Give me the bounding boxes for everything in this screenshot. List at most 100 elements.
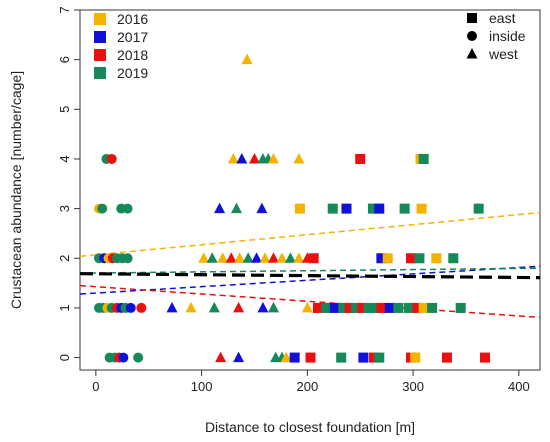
- legend-marker-east: [467, 13, 477, 23]
- legend-label-east: east: [489, 10, 516, 26]
- data-point: [312, 302, 323, 313]
- data-point: [293, 252, 305, 263]
- y-tick-label: 0: [57, 354, 72, 361]
- x-tick-label: 400: [508, 379, 530, 394]
- data-point: [410, 352, 421, 363]
- data-point: [208, 301, 220, 313]
- plot-frame: [79, 9, 541, 371]
- data-point: [418, 302, 429, 313]
- data-point: [233, 351, 245, 363]
- y-tick-label: 3: [57, 205, 72, 212]
- data-point: [259, 252, 271, 263]
- legend-swatch-2017: [94, 31, 106, 43]
- data-point: [393, 302, 404, 313]
- data-point: [166, 301, 178, 313]
- data-point: [376, 253, 387, 264]
- data-point: [284, 252, 296, 263]
- legend-label-2019: 2019: [117, 65, 148, 81]
- y-axis: 0 1 2 3 4 5 6 7: [57, 6, 80, 361]
- data-point: [412, 302, 423, 313]
- legend-label-2018: 2018: [117, 47, 148, 63]
- data-point: [257, 301, 269, 313]
- data-point: [122, 253, 133, 264]
- legend-label-inside: inside: [489, 28, 526, 44]
- data-point: [358, 352, 369, 363]
- legend-label-2016: 2016: [117, 11, 148, 27]
- data-point: [136, 302, 147, 313]
- data-point: [206, 252, 218, 263]
- data-point: [227, 152, 239, 164]
- data-point: [233, 301, 245, 313]
- data-point: [384, 302, 395, 313]
- data-point: [327, 203, 338, 214]
- trend-line-2018: [79, 284, 541, 319]
- data-point: [251, 252, 263, 263]
- y-tick-label: 1: [57, 304, 72, 311]
- legend-years: 2016 2017 2018 2019: [94, 11, 148, 81]
- data-point: [344, 302, 355, 313]
- y-tick-label: 4: [57, 155, 72, 162]
- data-point: [374, 352, 385, 363]
- data-point: [416, 203, 427, 214]
- data-point: [198, 252, 210, 263]
- x-axis: 0 100 200 300 400: [92, 370, 530, 394]
- x-tick-label: 300: [402, 379, 424, 394]
- legend-label-2017: 2017: [117, 29, 148, 45]
- legend-sites: east inside west: [466, 10, 526, 62]
- trend-line-2017: [79, 265, 541, 295]
- data-point: [280, 351, 292, 363]
- y-tick-label: 5: [57, 106, 72, 113]
- data-point: [405, 253, 416, 264]
- data-point: [214, 202, 226, 214]
- data-point: [217, 252, 229, 263]
- data-point: [368, 352, 379, 363]
- data-point: [133, 352, 144, 363]
- data-point: [414, 253, 425, 264]
- data-point: [455, 302, 466, 313]
- data-point: [268, 252, 280, 263]
- data-point: [305, 352, 316, 363]
- x-tick-label: 0: [92, 379, 99, 394]
- data-point: [215, 351, 227, 363]
- data-point: [256, 202, 268, 214]
- legend-swatch-2019: [94, 67, 106, 79]
- trend-line-overall: [79, 272, 541, 280]
- data-point: [241, 53, 253, 65]
- data-point: [308, 253, 319, 264]
- data-points: [94, 53, 491, 363]
- data-point: [185, 301, 197, 313]
- data-point: [336, 352, 347, 363]
- data-point: [289, 352, 300, 363]
- data-point: [427, 302, 438, 313]
- legend-label-west: west: [488, 46, 518, 62]
- data-point: [480, 352, 491, 363]
- data-point: [268, 301, 280, 313]
- data-point: [376, 302, 387, 313]
- data-point: [293, 152, 305, 164]
- data-point: [367, 203, 378, 214]
- data-point: [118, 352, 129, 363]
- data-point: [225, 252, 237, 263]
- data-point: [441, 352, 452, 363]
- data-point: [431, 253, 442, 264]
- data-point: [294, 203, 305, 214]
- trend-line-2019: [79, 267, 541, 274]
- data-point: [338, 302, 349, 313]
- data-point: [403, 302, 414, 313]
- data-point: [268, 152, 280, 164]
- data-point: [242, 252, 254, 263]
- data-point: [106, 153, 117, 164]
- data-point: [448, 253, 459, 264]
- data-point: [355, 153, 366, 164]
- data-point: [329, 302, 340, 313]
- data-point: [473, 203, 484, 214]
- data-point: [97, 203, 108, 214]
- data-point: [236, 152, 248, 164]
- x-axis-title: Distance to closest foundation [m]: [205, 419, 415, 435]
- data-point: [234, 252, 246, 263]
- data-point: [351, 302, 361, 313]
- data-point: [357, 302, 368, 313]
- data-point: [125, 302, 136, 313]
- data-point: [301, 301, 313, 313]
